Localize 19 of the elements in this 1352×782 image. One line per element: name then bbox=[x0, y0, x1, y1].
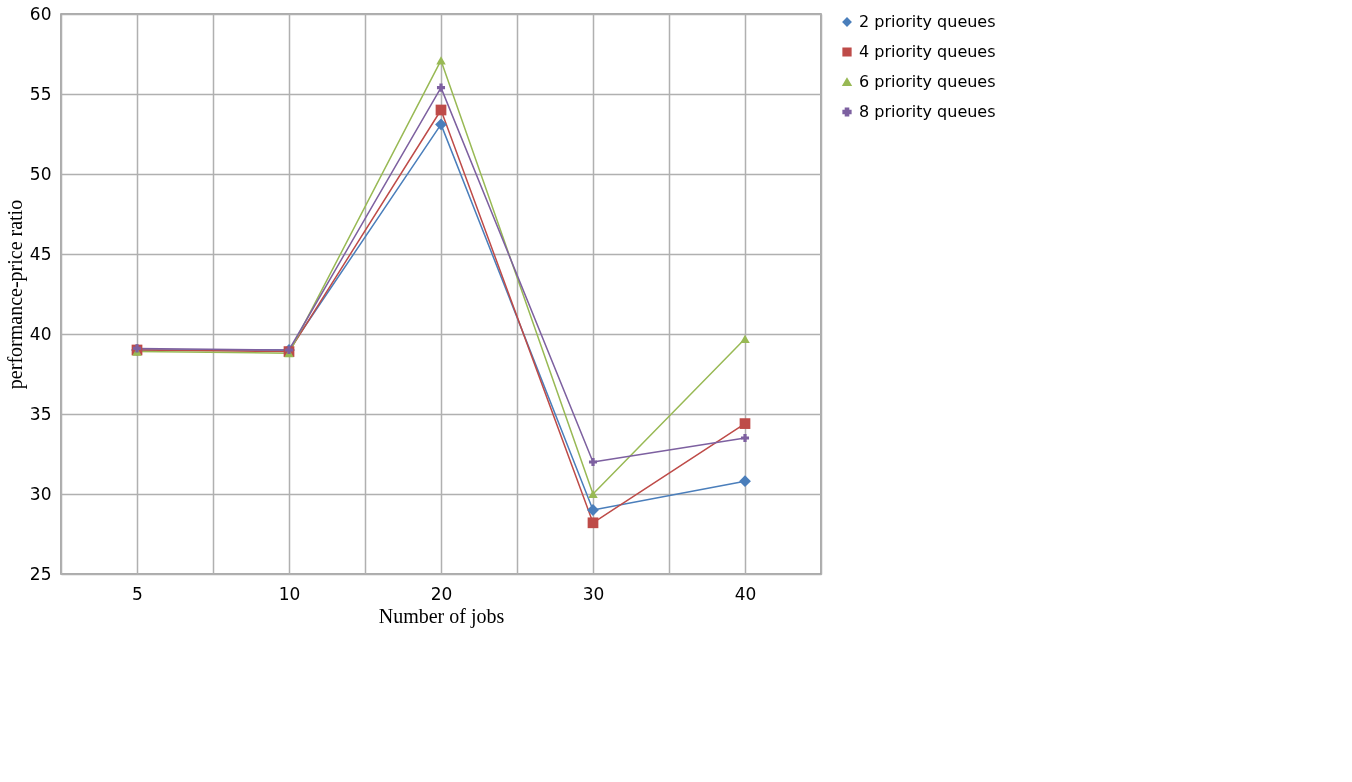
legend-label: 6 priority queues bbox=[859, 72, 996, 91]
x-tick-label: 20 bbox=[430, 583, 453, 604]
y-tick-label: 55 bbox=[29, 83, 52, 104]
legend-label: 8 priority queues bbox=[859, 102, 996, 121]
y-tick-label: 40 bbox=[29, 323, 52, 344]
y-tick-label: 45 bbox=[29, 243, 52, 264]
y-tick-label: 30 bbox=[29, 483, 52, 504]
legend-label: 2 priority queues bbox=[859, 12, 996, 31]
x-axis-title: Number of jobs bbox=[378, 604, 505, 628]
y-tick-label: 35 bbox=[29, 403, 52, 424]
y-tick-label: 50 bbox=[29, 163, 52, 184]
x-tick-label: 10 bbox=[278, 583, 301, 604]
y-tick-label: 25 bbox=[29, 563, 52, 584]
y-axis-title: performance-price ratio bbox=[3, 199, 27, 390]
legend-label: 4 priority queues bbox=[859, 42, 996, 61]
x-tick-label: 40 bbox=[734, 583, 757, 604]
x-tick-label: 30 bbox=[582, 583, 605, 604]
y-tick-label: 60 bbox=[29, 3, 52, 24]
x-tick-label: 5 bbox=[132, 583, 143, 604]
